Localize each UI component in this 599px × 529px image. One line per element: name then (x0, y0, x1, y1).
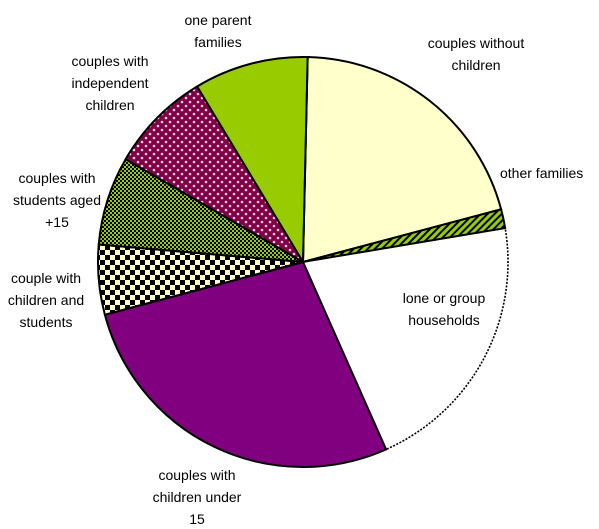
slice-label-line: couples with (71, 53, 148, 69)
slice-label-line: children and (8, 292, 84, 308)
slice-label-couples-with-students-aged-15: couples with students aged +15 (13, 170, 101, 230)
slice-label-line: independent (71, 75, 148, 91)
slice-label-couples-with-children-under-15: couples with children under 15 (153, 467, 242, 527)
pie-slice-one-parent-families (195, 56, 309, 266)
slice-label-line: one parent (185, 12, 252, 28)
pie-labels: couples without children other families lon… (8, 12, 583, 527)
slice-separator (302, 57, 309, 263)
slice-label-one-parent-families: one parent families (185, 12, 252, 50)
slice-label-couples-with-independent-children: couples with independent children (71, 53, 148, 113)
slice-label-line: children (85, 97, 134, 113)
slice-label-line: families (194, 34, 241, 50)
slice-separator (104, 261, 304, 316)
slice-label-line: couples without (428, 35, 525, 51)
slice-label-line: couples with (158, 467, 235, 483)
slice-separator (302, 261, 387, 450)
pie-slice-couples-without-children (301, 56, 503, 264)
pie-slice-couples-with-independent-children (124, 85, 304, 263)
slice-label-line: couple with (11, 270, 81, 286)
slice-label-line: couples with (18, 170, 95, 186)
slice-label-line: 15 (189, 511, 205, 527)
pie-slice-couples-with-children-under-15 (103, 260, 388, 468)
slice-label-line: lone or group (403, 290, 486, 306)
slice-separator (125, 158, 304, 263)
slice-label-line: +15 (45, 214, 69, 230)
slice-separator (302, 208, 502, 263)
slice-label-other-families: other families (500, 165, 583, 181)
slice-label-line: students (20, 314, 73, 330)
slice-label-couple-with-children-and-students: couple with children and students (8, 270, 84, 330)
slice-label-couples-without-children: couples without children (428, 35, 525, 73)
slice-label-line: households (408, 312, 480, 328)
slice-label-line: children under (153, 489, 242, 505)
slice-label-line: students aged (13, 192, 101, 208)
pie-slices (97, 56, 509, 468)
slice-label-lone-or-group-households: lone or group households (403, 290, 486, 328)
pie-slice-lone-or-group-households (301, 227, 509, 451)
slice-separator (196, 86, 304, 263)
slice-separator (302, 227, 506, 263)
slice-label-line: children (451, 57, 500, 73)
slice-separator (98, 243, 304, 263)
slice-label-line: other families (500, 165, 583, 181)
